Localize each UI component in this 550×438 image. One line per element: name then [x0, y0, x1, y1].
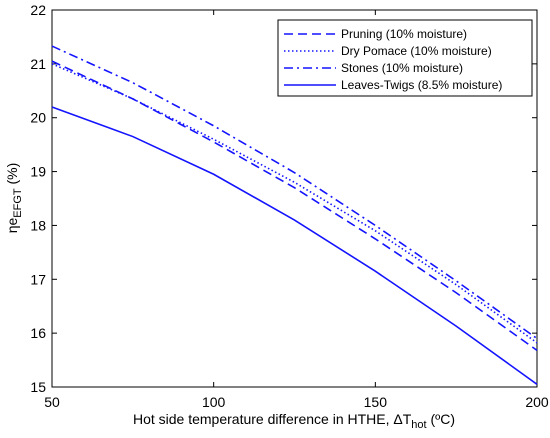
y-axis-title-unit: (%) [4, 163, 20, 189]
x-axis-title-main: Hot side temperature difference in HTHE, [133, 411, 393, 427]
y-tick-label: 20 [30, 110, 46, 126]
legend-entries: Pruning (10% moisture) Dry Pomace (10% mo… [284, 27, 502, 92]
y-tick-label: 19 [30, 164, 46, 180]
legend-label: Stones (10% moisture) [341, 61, 463, 75]
y-axis-ticks: 15 16 17 18 19 20 21 22 [30, 2, 537, 395]
y-tick-label: 16 [30, 325, 46, 341]
x-tick-label: 150 [364, 394, 388, 410]
x-axis-title-subscript: hot [411, 419, 426, 431]
x-tick-label: 200 [525, 394, 549, 410]
y-tick-label: 15 [30, 379, 46, 395]
legend-label: Leaves-Twigs (8.5% moisture) [341, 78, 502, 92]
x-tick-label: 100 [202, 394, 226, 410]
y-tick-label: 17 [30, 271, 46, 287]
y-axis-title: ηeEFGT (%) [4, 163, 24, 234]
x-axis-ticks: 50 100 150 200 [44, 10, 549, 410]
x-tick-label: 50 [44, 394, 60, 410]
series-layer [51, 45, 538, 385]
y-tick-label: 21 [30, 56, 46, 72]
series-line-dotted [51, 63, 538, 344]
series-line-solid [51, 106, 538, 385]
legend-box [277, 19, 533, 97]
y-axis-title-main: ηe [4, 218, 20, 234]
y-axis-title-subscript: EFGT [12, 188, 24, 218]
x-axis-title: Hot side temperature difference in HTHE,… [133, 411, 455, 431]
y-tick-label: 18 [30, 217, 46, 233]
series-line-dashdot [51, 45, 538, 340]
legend-label: Pruning (10% moisture) [341, 27, 467, 41]
x-axis-title-unit: (ºC) [427, 411, 455, 427]
y-tick-label: 22 [30, 2, 46, 18]
legend-label: Dry Pomace (10% moisture) [341, 44, 492, 58]
legend: Pruning (10% moisture) Dry Pomace (10% mo… [277, 19, 533, 97]
x-axis-title-symbol: ΔT [393, 411, 411, 427]
